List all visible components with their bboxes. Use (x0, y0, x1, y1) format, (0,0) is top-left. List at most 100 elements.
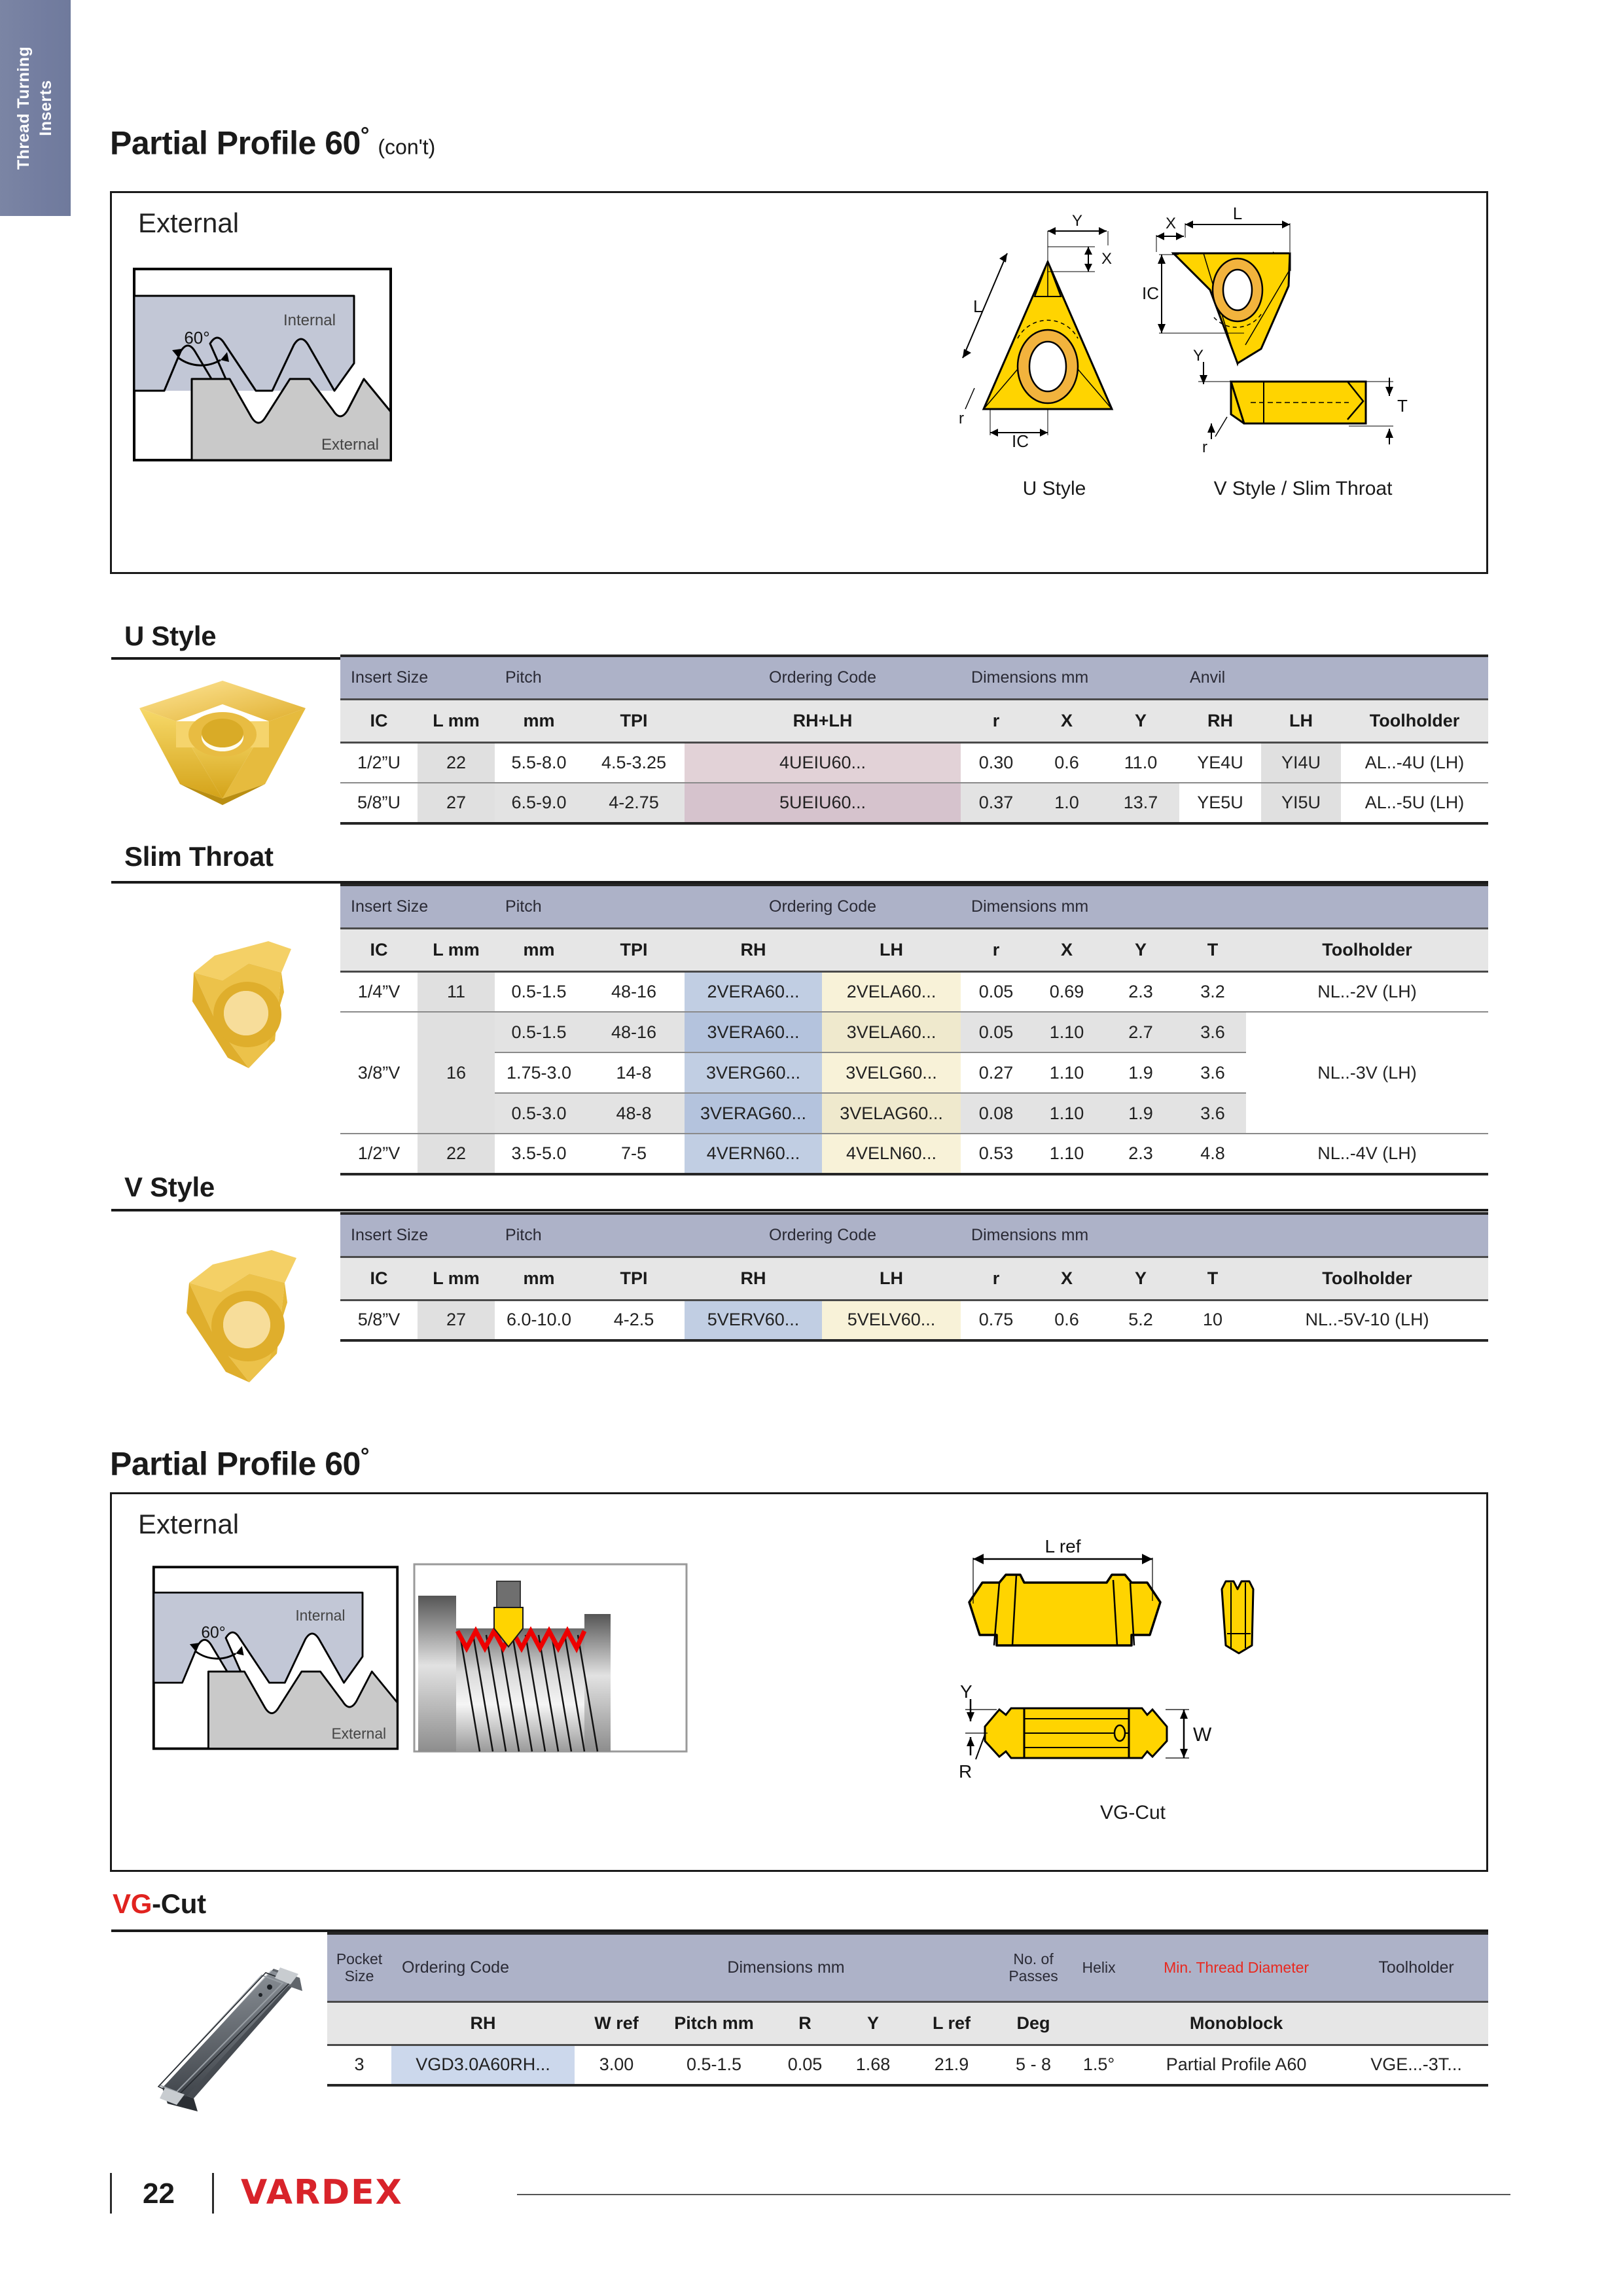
v-style-technical-drawing: L X IC Y r T (1142, 206, 1408, 456)
table-row[interactable]: 1/4”V 11 0.5-1.5 48-16 2VERA60... 2VELA6… (340, 971, 1488, 1012)
cell-l: 16 (418, 1012, 495, 1134)
cell-pitch-mm: 0.5-1.5 (495, 1012, 584, 1052)
cell-y: 2.3 (1128, 1143, 1153, 1163)
cell-tpi: 7-5 (621, 1143, 647, 1163)
dim-label-r: r (1202, 439, 1207, 456)
cell-tpi: 48-16 (611, 981, 657, 1001)
cell-ordering-code[interactable]: 4UEIU60... (685, 742, 961, 783)
cell-x: 1.0 (1031, 783, 1103, 823)
group-header-ordering-code: Ordering Code (402, 1958, 509, 1977)
vg-cut-heading-red: VG (113, 1888, 152, 1919)
cell-y: 11.0 (1124, 752, 1158, 772)
vg-cut-group-header-row: Pocket Size Ordering Code Dimensions mm … (327, 1933, 1489, 2001)
col-header-ic: IC (370, 939, 388, 960)
cell-r: 0.27 (978, 1062, 1014, 1083)
cell-lh-code[interactable]: 4VELN60... (822, 1134, 961, 1174)
table-row[interactable]: 5/8”U 27 6.5-9.0 4-2.75 5UEIU60... 0.37 … (340, 783, 1489, 823)
sidebar-tab: Thread Turning Inserts (0, 0, 71, 216)
group-header-dimensions: Dimensions mm (727, 1958, 845, 1977)
cell-rh-code[interactable]: 5VERV60... (685, 1300, 823, 1340)
page-title: Partial Profile 60° (con't) (110, 123, 435, 162)
cell-l: 27 (418, 1300, 495, 1340)
cell-toolholder: NL..-2V (LH) (1317, 981, 1417, 1001)
cell-rh-code[interactable]: 3VERG60... (685, 1052, 823, 1093)
table-row[interactable]: 1.75-3.0 14-8 3VERG60... 3VELG60... 0.27… (340, 1052, 1489, 1093)
cell-y: 1.68 (855, 2054, 891, 2075)
u-style-technical-drawing: Y X L r IC (959, 213, 1114, 451)
cell-l: 27 (418, 783, 495, 823)
cell-tpi: 4-2.75 (583, 783, 685, 823)
cell-y: 5.2 (1128, 1310, 1153, 1330)
internal-label: Internal (283, 312, 336, 329)
dim-label-X: X (1166, 215, 1176, 232)
v-style-insert-photo (187, 1250, 296, 1382)
cell-lh-code[interactable]: 5VELV60... (822, 1300, 961, 1340)
vg-cut-heading-black: -Cut (152, 1888, 206, 1919)
cell-rh-code[interactable]: 2VERA60... (685, 971, 823, 1012)
external-label: External (331, 1725, 386, 1742)
col-header-toolholder: Toolholder (1322, 939, 1412, 960)
col-header-lh: LH (880, 1268, 904, 1288)
section-rule-vg-cut (111, 1929, 1488, 1932)
table-row[interactable]: 3/8”V 16 0.5-1.5 48-16 3VERA60... 3VELA6… (340, 1012, 1489, 1134)
group-header-dimensions: Dimensions mm (971, 668, 1089, 687)
group-header-min-thread-diameter: Min. Thread Diameter (1164, 1959, 1310, 1977)
table-row[interactable]: 3 VGD3.0A60RH... 3.00 0.5-1.5 0.05 1.68 … (327, 2045, 1489, 2085)
dim-label-R: R (959, 1761, 972, 1782)
cell-lh-code[interactable]: 3VELAG60... (822, 1093, 961, 1134)
group-header-insert-size: Insert Size (351, 668, 429, 687)
group-header-no-of-passes: No. of Passes (1008, 1950, 1058, 1985)
cell-rh-code[interactable]: 3VERA60... (685, 1012, 823, 1052)
cell-rh-code[interactable]: 3VERAG60... (685, 1093, 823, 1134)
group-header-insert-size: Insert Size (351, 897, 429, 916)
section-heading-vg-cut: VG-Cut (113, 1888, 206, 1920)
cell-lh-code[interactable]: 3VELG60... (822, 1052, 961, 1093)
thread-profile-diagram: 60° Internal External (133, 268, 392, 461)
cell-r: 0.05 (787, 2054, 823, 2075)
col-header-anvil-lh: LH (1289, 710, 1313, 730)
cell-t: 4.8 (1200, 1143, 1225, 1163)
col-header-mm: mm (523, 1268, 555, 1288)
page-title-second: Partial Profile 60° (110, 1444, 369, 1483)
vg-cut-toolholder-photo (157, 1967, 302, 2111)
group-header-blank (1246, 885, 1488, 928)
group-header-toolholder: Toolholder (1378, 1958, 1454, 1977)
cell-rh-code[interactable]: 4VERN60... (685, 1134, 823, 1174)
group-header-helix: Helix (1082, 1958, 1116, 1976)
sidebar-tab-line2: Inserts (37, 80, 55, 136)
cell-pitch-mm: 6.0-10.0 (506, 1310, 572, 1330)
cell-ordering-code[interactable]: 5UEIU60... (685, 783, 961, 823)
col-header-mm: mm (523, 939, 555, 960)
group-header-pitch: Pitch (505, 668, 542, 687)
cell-x: 1.10 (1031, 1093, 1103, 1134)
cell-r: 0.05 (961, 1012, 1032, 1052)
cell-x: 1.10 (1031, 1012, 1103, 1052)
cell-toolholder: AL..-4U (LH) (1364, 752, 1465, 772)
col-header-anvil-rh: RH (1207, 710, 1234, 730)
cell-ic: 1/2”U (357, 752, 401, 772)
dim-label-IC: IC (1012, 431, 1029, 451)
table-row[interactable]: 1/2”U 22 5.5-8.0 4.5-3.25 4UEIU60... 0.3… (340, 742, 1488, 783)
col-header-lh: LH (880, 939, 904, 960)
table-row[interactable]: 0.5-3.0 48-8 3VERAG60... 3VELAG60... 0.0… (340, 1093, 1489, 1134)
dim-label-Y: Y (1072, 213, 1082, 230)
table-row[interactable]: 1/2”V 22 3.5-5.0 7-5 4VERN60... 4VELN60.… (340, 1134, 1489, 1174)
group-header-ordering-code: Ordering Code (769, 1225, 877, 1244)
cell-l: 22 (418, 1134, 495, 1174)
table-row[interactable]: 5/8”V 27 6.0-10.0 4-2.5 5VERV60... 5VELV… (340, 1300, 1489, 1340)
col-header-l-mm: L mm (433, 939, 480, 960)
col-header-r: R (798, 2013, 812, 2033)
cell-lh-code[interactable]: 3VELA60... (822, 1012, 961, 1052)
cell-lh-code[interactable]: 2VELA60... (822, 971, 961, 1012)
thread-angle-label: 60° (184, 328, 209, 348)
cell-pitch-mm: 0.5-1.5 (686, 2054, 742, 2075)
col-header-x: X (1061, 710, 1073, 730)
cell-ic: 5/8”U (357, 793, 401, 812)
v-style-table: Insert Size Pitch Ordering Code Dimensio… (340, 1212, 1489, 1342)
group-header-dimensions: Dimensions mm (971, 1225, 1089, 1244)
col-header-ic: IC (370, 710, 388, 730)
footer-rule (517, 2194, 1510, 2195)
col-header-x: X (1061, 939, 1073, 960)
cell-l: 11 (418, 971, 495, 1012)
cell-ordering-code[interactable]: VGD3.0A60RH... (391, 2045, 575, 2085)
